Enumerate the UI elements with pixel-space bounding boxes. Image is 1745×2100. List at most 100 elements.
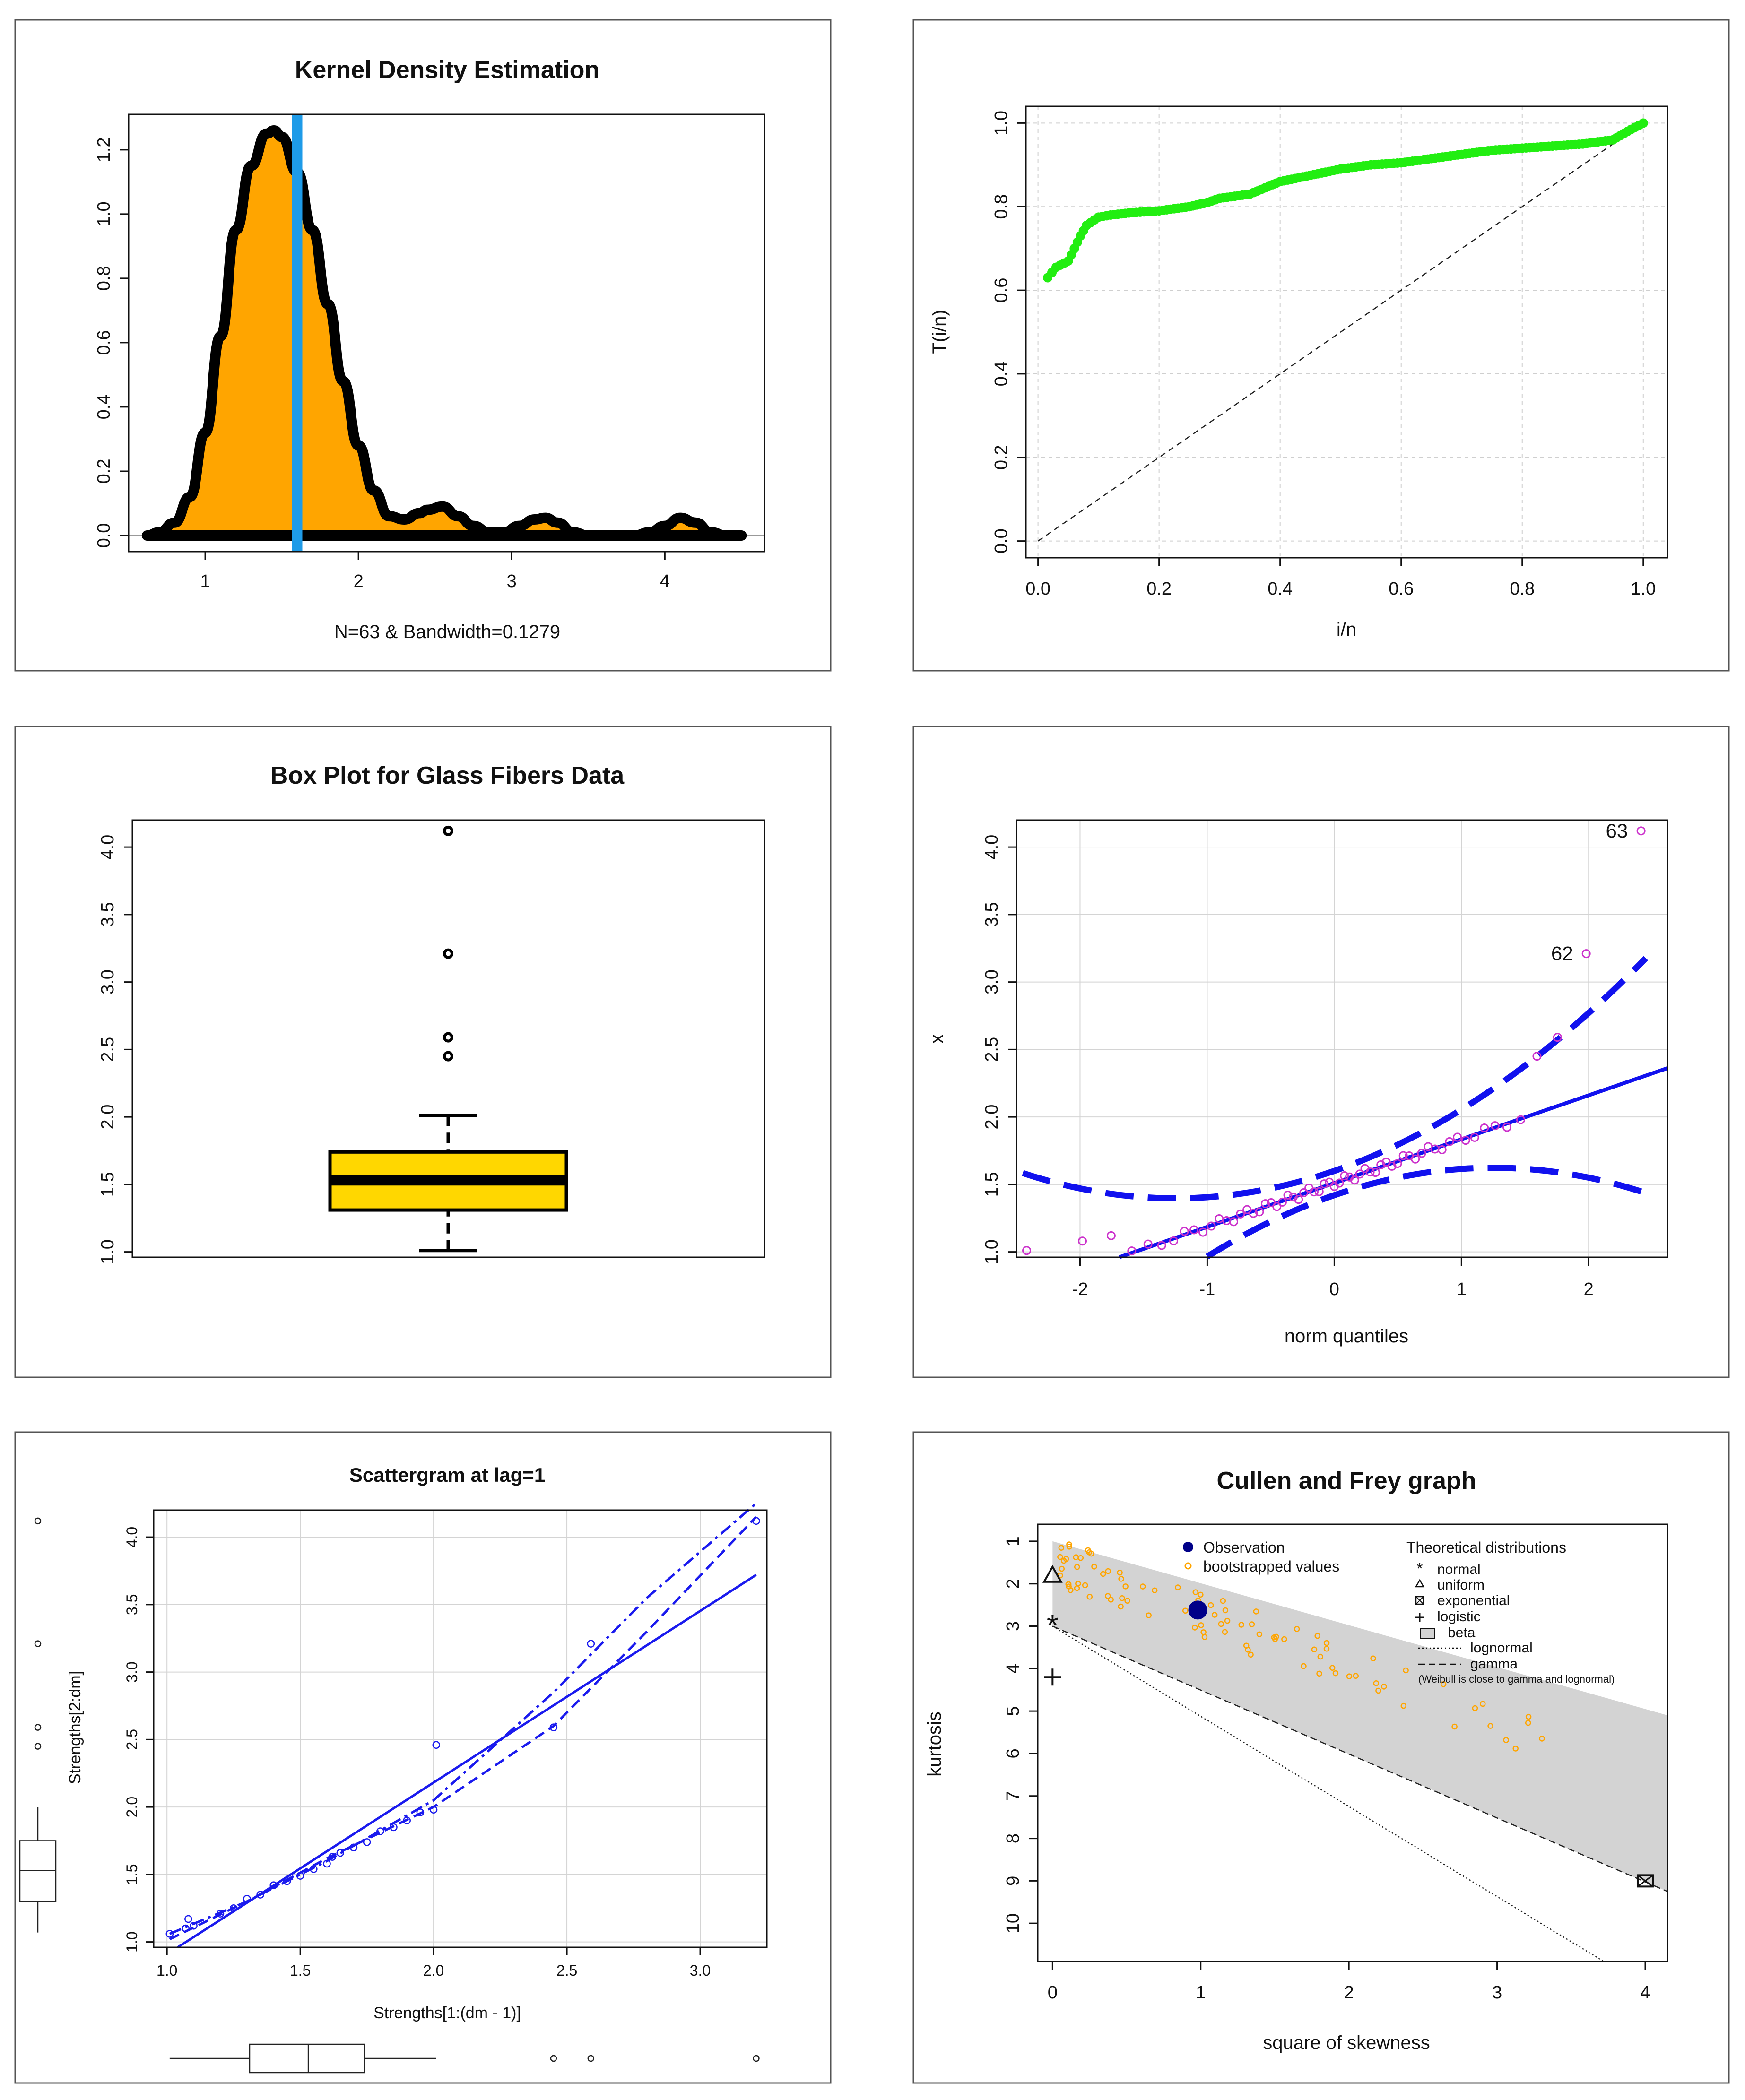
- qq-point: [1381, 1158, 1391, 1167]
- ttt-ytick-label: 0.2: [991, 445, 1011, 470]
- cf-bootstrap-point: [1370, 1655, 1376, 1662]
- scatter-ylabel: Strengths[2:dm]: [66, 1671, 84, 1784]
- qq-point: [1198, 1227, 1208, 1237]
- cullenfrey-title: Cullen and Frey graph: [1217, 1467, 1476, 1495]
- cf-bootstrap-point: [1353, 1673, 1359, 1679]
- kde-ytick-label: 1.2: [94, 137, 114, 162]
- cf-ytick-label: 10: [1003, 1913, 1023, 1933]
- scatter-xlabel: Strengths[1:(dm - 1)]: [373, 2004, 521, 2022]
- qq-xlabel: norm quantiles: [1285, 1326, 1408, 1347]
- qq-point: [1299, 1188, 1309, 1197]
- qq-ytick-label: 1.0: [982, 1239, 1002, 1264]
- marginal-y-outlier: [34, 1517, 42, 1525]
- scatter-ytick-label: 4.0: [123, 1527, 140, 1547]
- cf-bootstrap-point: [1403, 1667, 1409, 1674]
- qq-grid: [1016, 820, 1667, 1257]
- cullenfrey-xlabel: square of skewness: [1263, 2032, 1430, 2053]
- cf-bootstrap-point: [1118, 1603, 1124, 1610]
- qq-upper-band: [1022, 956, 1648, 1201]
- boxplot-plot-box: [131, 819, 765, 1258]
- qq-point: [1022, 1246, 1032, 1255]
- box-ytick-label: 2.5: [98, 1037, 118, 1062]
- legend-beta-icon: [1420, 1628, 1435, 1639]
- qq-point: [1143, 1239, 1153, 1249]
- qq-point: [1249, 1209, 1258, 1218]
- qq-point: [1532, 1052, 1542, 1061]
- qq-ylabel: x: [927, 1034, 947, 1044]
- cf-bootstrap-point: [1091, 1564, 1097, 1570]
- qq-point: [1189, 1225, 1199, 1235]
- scatter-ytick-label: 1.0: [123, 1931, 140, 1952]
- qq-ytick-label: 3.5: [982, 902, 1002, 927]
- cf-bootstrap-point: [1317, 1653, 1324, 1660]
- cf-bootstrap-point: [1201, 1634, 1208, 1640]
- qq-xtick-label: 1: [1457, 1279, 1467, 1299]
- kde-xtick-label: 1: [200, 571, 210, 591]
- qq-point: [1255, 1207, 1264, 1217]
- cf-exponential-marker: [1636, 1874, 1654, 1888]
- legend-observation-label: Observation: [1203, 1539, 1285, 1556]
- qq-point: [1236, 1209, 1245, 1219]
- cf-bootstrap-point: [1085, 1547, 1091, 1554]
- cf-bootstrap-point: [1118, 1576, 1124, 1582]
- cf-bootstrap-point: [1480, 1701, 1486, 1707]
- qq-point: [1453, 1132, 1462, 1142]
- kde-xtick-label: 4: [660, 571, 670, 591]
- legend-weibull-note: (Weibull is close to gamma and lognormal…: [1418, 1673, 1615, 1685]
- panel-cullenfrey: Cullen and Frey graph * 0 1 2 3 4 1 2 3 4 5 6 7 8 9 10…: [912, 1431, 1730, 2084]
- qq-point: [1294, 1195, 1303, 1204]
- boxplot-ticks: 1.0 1.5 2.0 2.5 3.0 3.5 4.0: [98, 835, 132, 1264]
- ttt-ytick-label: 0.8: [991, 194, 1011, 219]
- qq-xtick-label: 2: [1584, 1279, 1594, 1299]
- scatter-point: [269, 1881, 278, 1889]
- cf-ytick-label: 7: [1003, 1791, 1023, 1801]
- cf-bootstrap-point: [1068, 1587, 1074, 1593]
- cf-bootstrap-point: [1124, 1598, 1130, 1604]
- cf-bootstrap-point: [1248, 1651, 1254, 1658]
- scatter-ytick-label: 2.0: [123, 1797, 140, 1817]
- cf-beta-region: [1052, 1541, 1667, 1892]
- legend-uniform-label: uniform: [1437, 1577, 1485, 1593]
- qq-point: [1502, 1123, 1512, 1132]
- panel-scatter-frame: [14, 1431, 832, 2084]
- box-ytick-label: 2.0: [98, 1105, 118, 1130]
- kde-ytick-label: 0.4: [94, 395, 114, 420]
- legend-bootstrapped-marker: [1184, 1562, 1192, 1570]
- cf-bootstrap-point: [1256, 1631, 1263, 1637]
- qq-xtick-label: -1: [1199, 1279, 1215, 1299]
- cf-bootstrap-point: [1487, 1723, 1493, 1729]
- box-ytick-label: 3.5: [98, 902, 118, 927]
- scatter-xtick-label: 2.5: [556, 1962, 577, 1979]
- cf-bootstrap-point: [1059, 1565, 1065, 1572]
- legend-normal-label: normal: [1437, 1562, 1481, 1577]
- cf-xtick-label: 2: [1344, 1983, 1354, 2003]
- qq-point: [1272, 1202, 1282, 1211]
- cf-bootstrap-point: [1066, 1544, 1073, 1550]
- scatter-point: [216, 1910, 225, 1918]
- qq-point: [1207, 1221, 1216, 1231]
- panel-ttt: 0.0 0.2 0.4 0.6 0.8 1.0 0.0 0.2 0.4 0.6 0.8 1.0 i/n…: [912, 19, 1730, 672]
- panel-qq-frame: [912, 726, 1730, 1378]
- scatter-fit-line: [177, 1573, 757, 1949]
- cullenfrey-plot-box: [1037, 1523, 1668, 1962]
- legend-uniform-icon: [1415, 1579, 1425, 1588]
- qq-point: [1411, 1154, 1420, 1164]
- scatter-point: [190, 1922, 198, 1930]
- scatter-plot-box: [153, 1509, 768, 1948]
- panel-kde-frame: [14, 19, 832, 672]
- ttt-ytick-label: 1.0: [991, 111, 1011, 136]
- qq-point: [1490, 1121, 1500, 1131]
- box-ytick-label: 1.0: [98, 1239, 118, 1264]
- ttt-ticks: 0.0 0.2 0.4 0.6 0.8 1.0 0.0 0.2 0.4 0.6 0.8 1.0: [991, 111, 1656, 599]
- scatter-point: [165, 1930, 174, 1938]
- kde-ytick-label: 0.0: [94, 523, 114, 548]
- cf-bootstrap-point: [1151, 1587, 1158, 1593]
- cf-bootstrap-point: [1222, 1607, 1229, 1614]
- ttt-points: [1043, 118, 1648, 283]
- kde-ytick-label: 0.6: [94, 330, 114, 355]
- marginal-y-outlier: [34, 1724, 42, 1731]
- ttt-ytick-label: 0.4: [991, 362, 1011, 387]
- scatter-point: [296, 1872, 304, 1880]
- panel-scatter: Scattergram at lag=1 1.0 1.5 2.0 2.5 3.01.01…: [14, 1431, 832, 2084]
- box-ytick-label: 4.0: [98, 835, 118, 860]
